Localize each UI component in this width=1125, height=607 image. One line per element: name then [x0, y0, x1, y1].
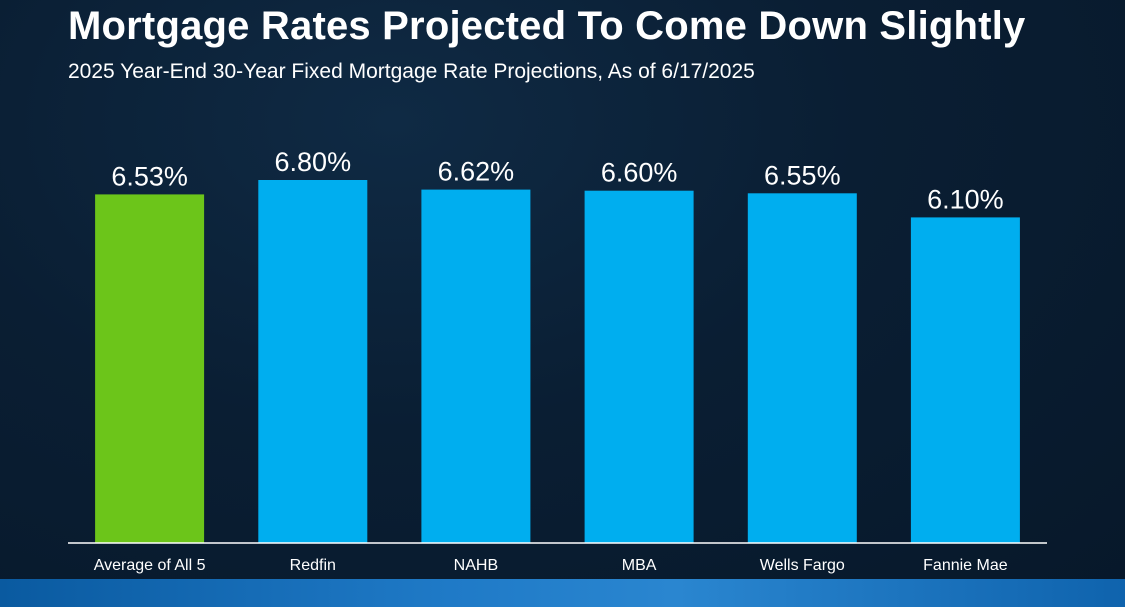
category-label-average-of-all-5: Average of All 5: [94, 557, 206, 574]
data-label-wells-fargo: 6.55%: [764, 160, 841, 190]
data-label-average-of-all-5: 6.53%: [111, 161, 188, 191]
chart-title: Mortgage Rates Projected To Come Down Sl…: [68, 4, 1026, 48]
category-label-wells-fargo: Wells Fargo: [760, 557, 845, 574]
category-labels-group: Average of All 5 Redfin NAHB MBA Wells Fargo…: [94, 557, 1008, 574]
data-label-fannie-mae: 6.10%: [927, 184, 1004, 214]
bar-wells-fargo: [747, 193, 857, 544]
chart-subtitle: 2025 Year-End 30-Year Fixed Mortgage Rat…: [68, 60, 755, 83]
bar-mba: [584, 190, 694, 543]
data-labels-group: 6.53% 6.80% 6.62% 6.60% 6.55% 6.10%: [111, 147, 1003, 214]
bar-fannie-mae: [910, 217, 1020, 543]
category-label-fannie-mae: Fannie Mae: [923, 557, 1008, 574]
category-label-redfin: Redfin: [290, 557, 336, 574]
footer-band: [0, 579, 1125, 607]
data-label-redfin: 6.80%: [275, 147, 352, 177]
category-label-mba: MBA: [622, 557, 657, 574]
bars-group: [95, 180, 1020, 544]
category-label-nahb: NAHB: [454, 557, 498, 574]
bar-redfin: [258, 180, 368, 543]
bar-nahb: [421, 189, 531, 543]
data-label-mba: 6.60%: [601, 158, 678, 188]
data-label-nahb: 6.62%: [438, 157, 515, 187]
bar-average-of-all-5: [95, 194, 205, 543]
